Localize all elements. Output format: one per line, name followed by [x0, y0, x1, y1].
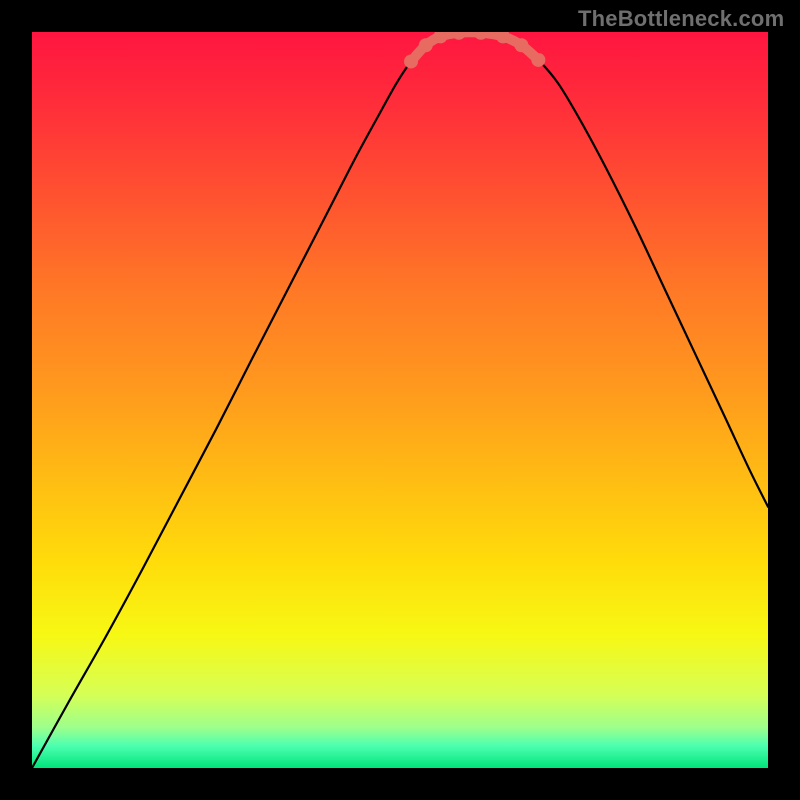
gradient-rect — [32, 32, 768, 768]
trough-dot — [419, 38, 433, 52]
plot-svg — [32, 32, 768, 768]
figure-root: TheBottleneck.com — [0, 0, 800, 800]
watermark-text: TheBottleneck.com — [578, 6, 784, 32]
plot-area — [32, 32, 768, 768]
trough-dot — [514, 38, 528, 52]
trough-dot — [531, 53, 545, 67]
trough-dot — [404, 54, 418, 68]
